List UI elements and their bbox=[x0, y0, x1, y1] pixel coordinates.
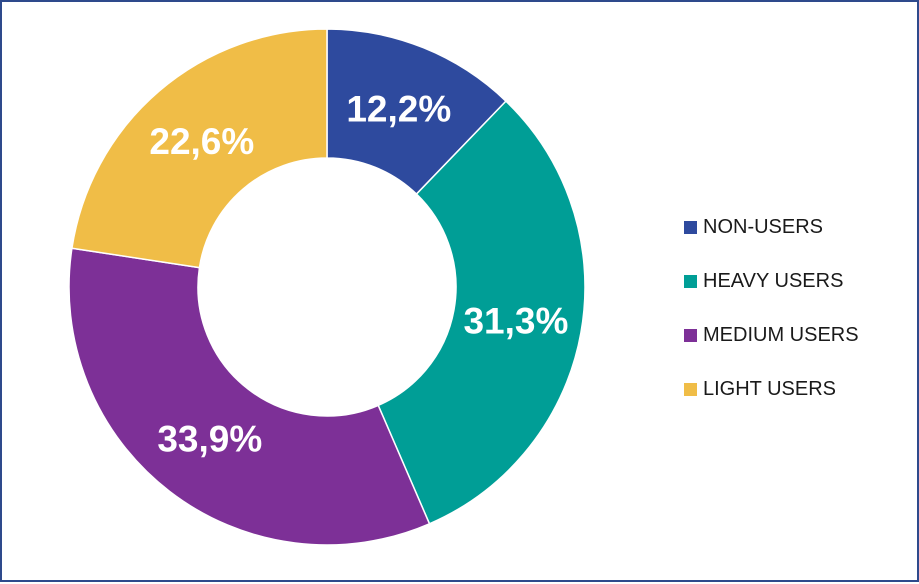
legend-label-light-users: LIGHT USERS bbox=[703, 377, 836, 400]
slice-label-medium-users: 33,9% bbox=[157, 419, 262, 460]
donut-slices bbox=[68, 28, 586, 546]
legend-swatch-heavy-users bbox=[684, 274, 697, 288]
slice-medium-users bbox=[68, 247, 431, 546]
slice-label-heavy-users: 31,3% bbox=[463, 301, 568, 342]
legend-label-non-users: NON-USERS bbox=[703, 215, 824, 238]
donut-slice-labels: 12,2% 31,3% 33,9% 22,6% bbox=[149, 88, 568, 459]
slice-label-light-users: 22,6% bbox=[149, 121, 254, 162]
legend: NON-USERS HEAVY USERS MEDIUM USERS LIGHT… bbox=[684, 200, 859, 416]
legend-swatch-light-users bbox=[684, 382, 697, 396]
slice-label-non-users: 12,2% bbox=[346, 88, 451, 129]
legend-swatch-medium-users bbox=[684, 328, 697, 342]
legend-label-medium-users: MEDIUM USERS bbox=[703, 323, 859, 346]
slice-light-users bbox=[71, 28, 328, 269]
slice-heavy-users bbox=[377, 100, 586, 525]
legend-swatch-non-users bbox=[684, 220, 697, 234]
legend-label-heavy-users: HEAVY USERS bbox=[703, 269, 844, 292]
legend-item-non-users: NON-USERS bbox=[684, 200, 859, 254]
legend-item-heavy-users: HEAVY USERS bbox=[684, 254, 859, 308]
legend-item-medium-users: MEDIUM USERS bbox=[684, 308, 859, 362]
legend-item-light-users: LIGHT USERS bbox=[684, 362, 859, 416]
